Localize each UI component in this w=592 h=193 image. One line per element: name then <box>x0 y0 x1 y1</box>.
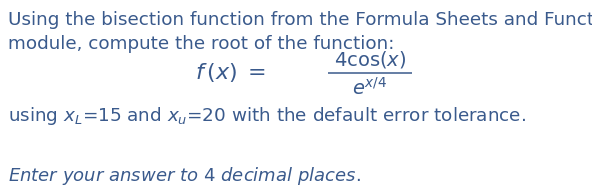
Text: $e^{x/4}$: $e^{x/4}$ <box>352 77 388 99</box>
Text: $4\cos(x)$: $4\cos(x)$ <box>334 49 406 70</box>
Text: module, compute the root of the function:: module, compute the root of the function… <box>8 35 394 53</box>
Text: Using the bisection function from the Formula Sheets and Functions: Using the bisection function from the Fo… <box>8 11 592 29</box>
Text: using $x_L$=15 and $x_u$=20 with the default error tolerance.: using $x_L$=15 and $x_u$=20 with the def… <box>8 105 526 127</box>
Text: $\mathit{Enter\ your\ answer\ to\ 4\ decimal\ places.}$: $\mathit{Enter\ your\ answer\ to\ 4\ dec… <box>8 165 361 187</box>
Text: $f\,(x)\;=$: $f\,(x)\;=$ <box>195 62 266 85</box>
